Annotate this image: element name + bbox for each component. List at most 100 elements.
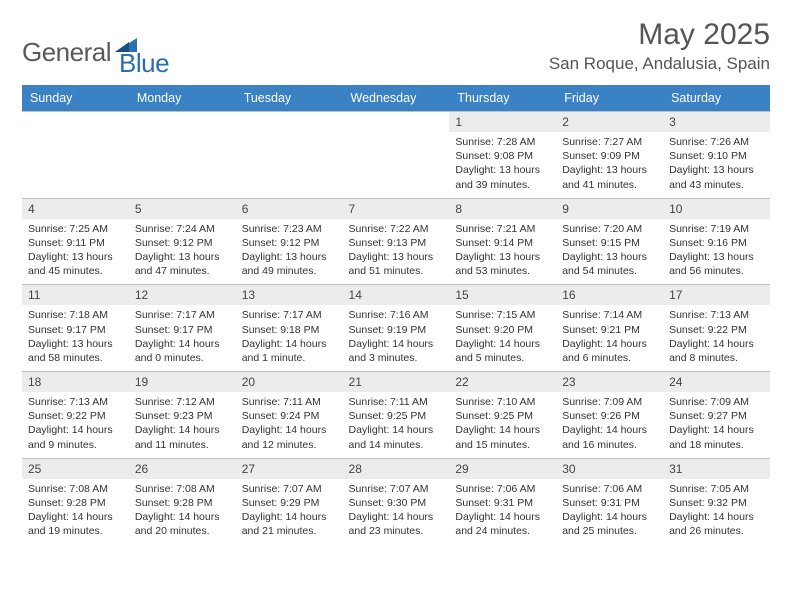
daylight-text: Daylight: 14 hours and 6 minutes.	[562, 337, 657, 365]
day-detail-row: Sunrise: 7:25 AMSunset: 9:11 PM Daylight:…	[22, 219, 770, 285]
day-detail-row: Sunrise: 7:08 AMSunset: 9:28 PMDaylight:…	[22, 479, 770, 545]
sunset-text: Sunset: 9:27 PM	[669, 409, 764, 423]
sunrise-text: Sunrise: 7:28 AM	[455, 135, 550, 149]
day-detail-cell: Sunrise: 7:18 AMSunset: 9:17 PMDaylight:…	[22, 305, 129, 371]
day-detail-cell: Sunrise: 7:25 AMSunset: 9:11 PMDaylight:…	[22, 219, 129, 285]
daylight-text: Daylight: 13 hours and 53 minutes.	[455, 250, 550, 278]
sunset-text: Sunset: 9:31 PM	[455, 496, 550, 510]
sunrise-text: Sunrise: 7:09 AM	[562, 395, 657, 409]
sunset-text: Sunset: 9:12 PM	[135, 236, 230, 250]
daylight-text: Daylight: 13 hours and 39 minutes.	[455, 163, 550, 191]
daylight-text: Daylight: 14 hours and 18 minutes.	[669, 423, 764, 451]
daylight-text: Daylight: 14 hours and 9 minutes.	[28, 423, 123, 451]
day-number-cell: 11	[22, 285, 129, 306]
daylight-text: Daylight: 13 hours and 56 minutes.	[669, 250, 764, 278]
day-detail-cell: Sunrise: 7:07 AMSunset: 9:30 PMDaylight:…	[343, 479, 450, 545]
sunrise-text: Sunrise: 7:18 AM	[28, 308, 123, 322]
day-detail-cell	[236, 132, 343, 198]
day-number-cell: 7	[343, 198, 450, 219]
day-detail-cell: Sunrise: 7:17 AMSunset: 9:17 PMDaylight:…	[129, 305, 236, 371]
sunrise-text: Sunrise: 7:11 AM	[242, 395, 337, 409]
weekday-header: Monday	[129, 85, 236, 112]
sunrise-text: Sunrise: 7:06 AM	[455, 482, 550, 496]
sunset-text: Sunset: 9:18 PM	[242, 323, 337, 337]
day-detail-cell: Sunrise: 7:15 AMSunset: 9:20 PMDaylight:…	[449, 305, 556, 371]
day-detail-row: Sunrise: 7:18 AMSunset: 9:17 PM Daylight:…	[22, 305, 770, 371]
weekday-header: Wednesday	[343, 85, 450, 112]
day-detail-cell: Sunrise: 7:09 AMSunset: 9:26 PMDaylight:…	[556, 392, 663, 458]
sunrise-text: Sunrise: 7:07 AM	[349, 482, 444, 496]
sunrise-text: Sunrise: 7:08 AM	[135, 482, 230, 496]
daylight-text: Daylight: 14 hours and 20 minutes.	[135, 510, 230, 538]
day-detail-cell: Sunrise: 7:19 AMSunset: 9:16 PMDaylight:…	[663, 219, 770, 285]
day-number-cell	[129, 112, 236, 133]
sunset-text: Sunset: 9:14 PM	[455, 236, 550, 250]
sunrise-text: Sunrise: 7:25 AM	[28, 222, 123, 236]
day-detail-cell: Sunrise: 7:09 AMSunset: 9:27 PMDaylight:…	[663, 392, 770, 458]
sunrise-text: Sunrise: 7:13 AM	[669, 308, 764, 322]
sunrise-text: Sunrise: 7:22 AM	[349, 222, 444, 236]
day-number-cell: 18	[22, 372, 129, 393]
day-detail-cell: Sunrise: 7:11 AMSunset: 9:25 PMDaylight:…	[343, 392, 450, 458]
sunset-text: Sunset: 9:25 PM	[349, 409, 444, 423]
sunrise-text: Sunrise: 7:16 AM	[349, 308, 444, 322]
weekday-header: Tuesday	[236, 85, 343, 112]
daylight-text: Daylight: 14 hours and 8 minutes.	[669, 337, 764, 365]
sunset-text: Sunset: 9:28 PM	[28, 496, 123, 510]
day-detail-cell: Sunrise: 7:08 AMSunset: 9:28 PMDaylight:…	[129, 479, 236, 545]
calendar-body: 123Sunrise: 7:28 AMSunset: 9:08 PMDaylig…	[22, 112, 770, 545]
day-number-cell: 19	[129, 372, 236, 393]
day-detail-cell: Sunrise: 7:13 AMSunset: 9:22 PMDaylight:…	[22, 392, 129, 458]
brand-name-2: Blue	[119, 48, 169, 79]
daylight-text: Daylight: 14 hours and 19 minutes.	[28, 510, 123, 538]
day-number-cell: 13	[236, 285, 343, 306]
sunset-text: Sunset: 9:15 PM	[562, 236, 657, 250]
sunrise-text: Sunrise: 7:08 AM	[28, 482, 123, 496]
calendar-weekday-header: SundayMondayTuesdayWednesdayThursdayFrid…	[22, 85, 770, 112]
day-number-cell: 28	[343, 458, 450, 479]
day-number-cell: 27	[236, 458, 343, 479]
sunrise-text: Sunrise: 7:17 AM	[135, 308, 230, 322]
sunrise-text: Sunrise: 7:26 AM	[669, 135, 764, 149]
day-number-cell: 1	[449, 112, 556, 133]
title-block: May 2025 San Roque, Andalusia, Spain	[549, 18, 770, 74]
sunrise-text: Sunrise: 7:15 AM	[455, 308, 550, 322]
daylight-text: Daylight: 14 hours and 24 minutes.	[455, 510, 550, 538]
day-detail-cell: Sunrise: 7:14 AMSunset: 9:21 PMDaylight:…	[556, 305, 663, 371]
sunset-text: Sunset: 9:19 PM	[349, 323, 444, 337]
sunset-text: Sunset: 9:17 PM	[28, 323, 123, 337]
sunset-text: Sunset: 9:22 PM	[28, 409, 123, 423]
day-detail-cell: Sunrise: 7:13 AMSunset: 9:22 PMDaylight:…	[663, 305, 770, 371]
sunrise-text: Sunrise: 7:06 AM	[562, 482, 657, 496]
sunrise-text: Sunrise: 7:05 AM	[669, 482, 764, 496]
day-number-cell	[22, 112, 129, 133]
sunrise-text: Sunrise: 7:09 AM	[669, 395, 764, 409]
sunrise-text: Sunrise: 7:20 AM	[562, 222, 657, 236]
day-number-cell: 14	[343, 285, 450, 306]
day-number-cell: 23	[556, 372, 663, 393]
calendar-page: General Blue May 2025 San Roque, Andalus…	[0, 0, 792, 562]
daylight-text: Daylight: 14 hours and 14 minutes.	[349, 423, 444, 451]
day-number-cell: 15	[449, 285, 556, 306]
day-number-cell: 3	[663, 112, 770, 133]
daylight-text: Daylight: 13 hours and 54 minutes.	[562, 250, 657, 278]
daylight-text: Daylight: 14 hours and 1 minute.	[242, 337, 337, 365]
day-number-cell: 10	[663, 198, 770, 219]
sunset-text: Sunset: 9:16 PM	[669, 236, 764, 250]
day-detail-cell: Sunrise: 7:10 AMSunset: 9:25 PMDaylight:…	[449, 392, 556, 458]
day-number-cell: 24	[663, 372, 770, 393]
sunset-text: Sunset: 9:09 PM	[562, 149, 657, 163]
day-detail-cell: Sunrise: 7:22 AMSunset: 9:13 PMDaylight:…	[343, 219, 450, 285]
daylight-text: Daylight: 14 hours and 0 minutes.	[135, 337, 230, 365]
daylight-text: Daylight: 14 hours and 11 minutes.	[135, 423, 230, 451]
sunrise-text: Sunrise: 7:21 AM	[455, 222, 550, 236]
daylight-text: Daylight: 14 hours and 26 minutes.	[669, 510, 764, 538]
day-detail-cell: Sunrise: 7:28 AMSunset: 9:08 PMDaylight:…	[449, 132, 556, 198]
daylight-text: Daylight: 13 hours and 51 minutes.	[349, 250, 444, 278]
sunset-text: Sunset: 9:13 PM	[349, 236, 444, 250]
day-number-row: 123	[22, 112, 770, 133]
day-number-row: 25262728293031	[22, 458, 770, 479]
weekday-header: Sunday	[22, 85, 129, 112]
sunset-text: Sunset: 9:11 PM	[28, 236, 123, 250]
day-number-cell: 17	[663, 285, 770, 306]
